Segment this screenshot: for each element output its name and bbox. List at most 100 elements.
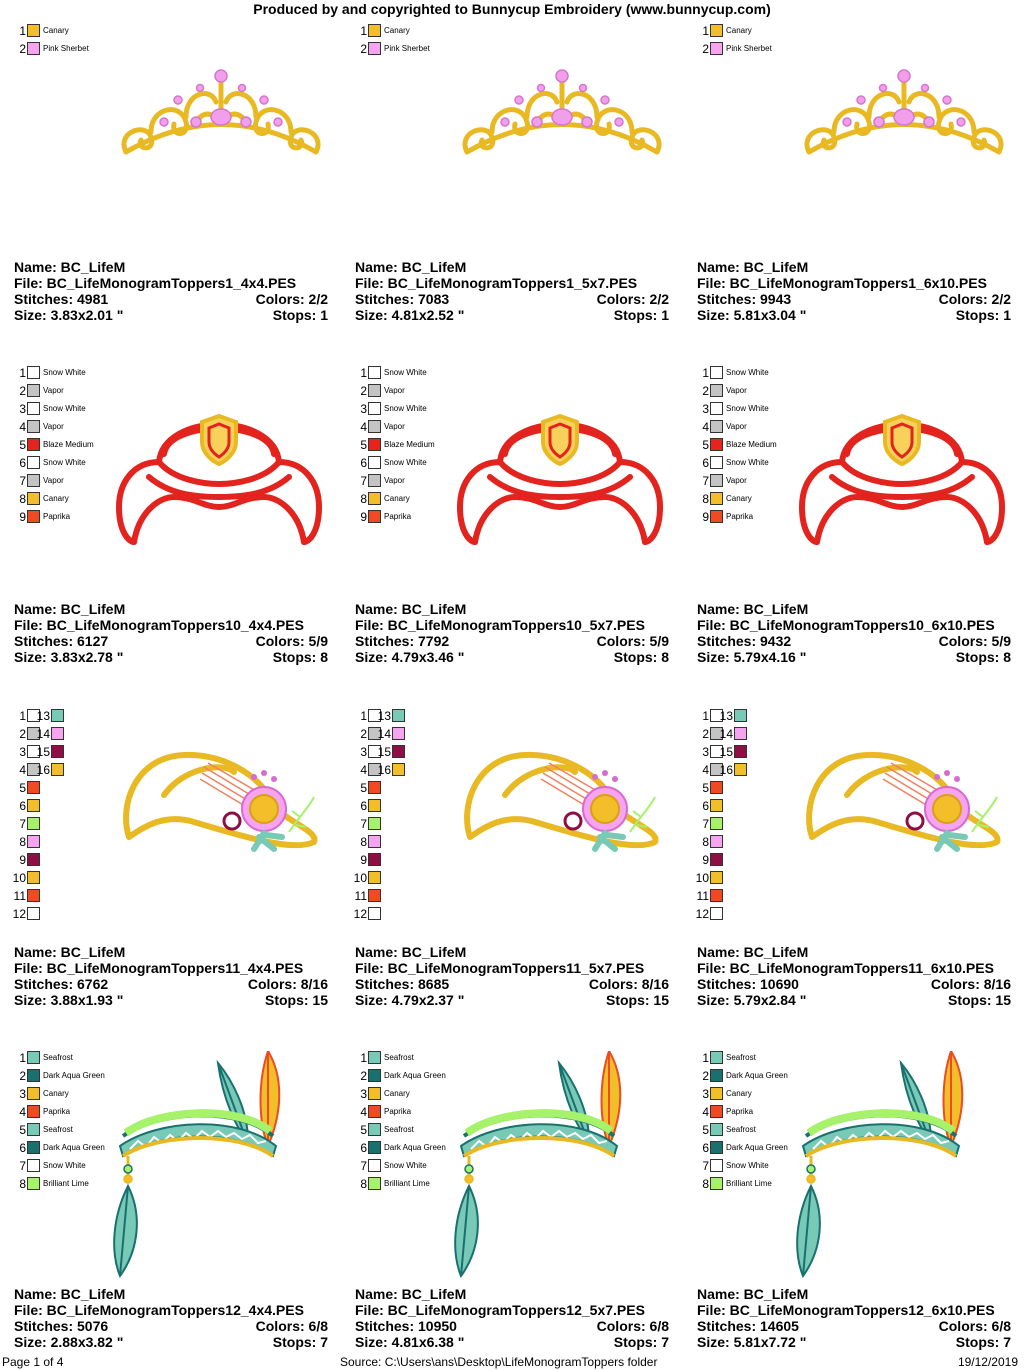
legend-item: 6 Dark Aqua Green (695, 1141, 895, 1159)
legend-item: 8 (12, 835, 212, 853)
color-swatch (27, 510, 40, 523)
color-swatch (710, 366, 723, 379)
legend-number: 4 (19, 763, 26, 777)
design-info: Name: BC_LifeM File: BC_LifeMonogramToppe… (355, 1286, 669, 1350)
color-swatch (710, 42, 723, 55)
legend-item: 1 Seafrost (12, 1051, 212, 1069)
source-path: Source: C:\Users\ans\Desktop\LifeMonogra… (340, 1355, 658, 1369)
design-cell: 1 Seafrost 2 Dark Aqua Green 3 Canary 4 Paprika… (6, 1027, 328, 1369)
design-info: Name: BC_LifeM File: BC_LifeMonogramToppe… (697, 944, 1011, 1008)
legend-item: 16 (36, 763, 236, 781)
legend-item: 4 Paprika (353, 1105, 553, 1123)
legend-item: 5 Seafrost (353, 1123, 553, 1141)
legend-number: 6 (19, 1141, 26, 1155)
color-swatch (368, 1159, 381, 1172)
legend-item: 15 (377, 745, 577, 763)
thread-name: Brilliant Lime (384, 1179, 430, 1188)
color-swatch (710, 781, 723, 794)
legend-number: 2 (702, 1069, 709, 1083)
thread-name: Paprika (384, 512, 412, 521)
legend-item: 13 (377, 709, 577, 727)
legend-item: 11 (12, 889, 212, 907)
thread-name: Canary (726, 494, 752, 503)
legend-item: 4 Vapor (695, 420, 895, 438)
legend-number: 7 (360, 817, 367, 831)
stitch-count: Stitches: 8685 (355, 976, 450, 992)
legend-number: 12 (353, 907, 367, 921)
thread-name: Vapor (384, 386, 405, 395)
legend-item: 6 (353, 799, 553, 817)
color-swatch (27, 384, 40, 397)
design-cell: 1 Seafrost 2 Dark Aqua Green 3 Canary 4 Paprika… (347, 1027, 669, 1369)
color-swatch (27, 781, 40, 794)
thread-name: Snow White (43, 368, 86, 377)
color-swatch (27, 1141, 40, 1154)
design-size: Size: 5.79x2.84 " (697, 992, 807, 1008)
legend-item: 3 Canary (353, 1087, 553, 1105)
legend-number: 4 (702, 763, 709, 777)
legend-number: 7 (19, 817, 26, 831)
color-swatch (27, 907, 40, 920)
color-swatch (734, 763, 747, 776)
legend-item: 7 Vapor (12, 474, 212, 492)
color-swatch (27, 709, 40, 722)
legend-number: 5 (702, 1123, 709, 1137)
thread-name: Vapor (384, 422, 405, 431)
legend-item: 3 Canary (12, 1087, 212, 1105)
legend-number: 8 (702, 835, 709, 849)
thread-name: Paprika (726, 512, 754, 521)
thread-name: Canary (43, 494, 69, 503)
legend-number: 13 (36, 709, 50, 723)
stitch-count: Stitches: 7792 (355, 633, 450, 649)
color-swatch (368, 510, 381, 523)
color-swatch (27, 1105, 40, 1118)
design-name: Name: BC_LifeM (355, 1286, 467, 1302)
design-size: Size: 3.83x2.01 " (14, 307, 124, 323)
legend-number: 6 (702, 456, 709, 470)
stitch-count: Stitches: 14605 (697, 1318, 799, 1334)
legend-number: 15 (36, 745, 50, 759)
design-info: Name: BC_LifeM File: BC_LifeMonogramToppe… (14, 944, 328, 1008)
legend-item: 7 (353, 817, 553, 835)
color-swatch (27, 853, 40, 866)
legend-number: 9 (360, 853, 367, 867)
design-size: Size: 5.81x3.04 " (697, 307, 807, 323)
legend-number: 6 (19, 456, 26, 470)
legend-number: 9 (702, 510, 709, 524)
page-header: Produced by and copyrighted to Bunnycup … (253, 1, 771, 17)
thread-name: Dark Aqua Green (384, 1071, 446, 1080)
legend-number: 1 (19, 366, 26, 380)
color-swatch (368, 384, 381, 397)
thread-name: Seafrost (43, 1053, 73, 1062)
legend-number: 4 (360, 420, 367, 434)
design-size: Size: 5.79x4.16 " (697, 649, 807, 665)
tiara-artwork (457, 62, 667, 177)
page-footer: Page 1 of 4 Source: C:\Users\ans\Desktop… (0, 1354, 1024, 1370)
stitch-count: Stitches: 5076 (14, 1318, 109, 1334)
stop-count: Stops: 8 (613, 649, 669, 665)
color-swatch (710, 745, 723, 758)
design-info: Name: BC_LifeM File: BC_LifeMonogramToppe… (14, 1286, 328, 1350)
design-size: Size: 5.81x7.72 " (697, 1334, 807, 1350)
color-swatch (27, 492, 40, 505)
color-swatch (392, 763, 405, 776)
legend-item: 8 Canary (695, 492, 895, 510)
file-name: File: BC_LifeMonogramToppers12_4x4.PES (14, 1302, 304, 1318)
legend-item: 3 Snow White (12, 402, 212, 420)
legend-item: 8 Brilliant Lime (695, 1177, 895, 1195)
legend-item: 4 Paprika (695, 1105, 895, 1123)
thread-name: Pink Sherbet (384, 44, 430, 53)
legend-number: 8 (360, 1177, 367, 1191)
legend-item: 8 (695, 835, 895, 853)
legend-number: 5 (19, 1123, 26, 1137)
stop-count: Stops: 15 (605, 992, 669, 1008)
legend-item: 4 (695, 763, 895, 781)
thread-name: Blaze Medium (43, 440, 94, 449)
thread-name: Blaze Medium (726, 440, 777, 449)
legend-item: 7 (12, 817, 212, 835)
color-swatch (734, 709, 747, 722)
legend-number: 14 (377, 727, 391, 741)
feather-headband-artwork (439, 1048, 669, 1286)
legend-item: 16 (377, 763, 577, 781)
stop-count: Stops: 8 (272, 649, 328, 665)
